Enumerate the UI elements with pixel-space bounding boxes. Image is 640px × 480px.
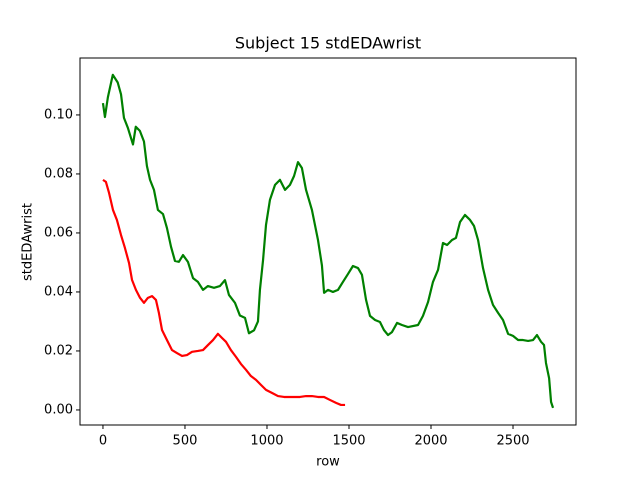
y-tick-label: 0.04 bbox=[44, 284, 73, 299]
x-tick-label: 500 bbox=[173, 434, 198, 449]
line bbox=[101, 73, 555, 409]
y-tick-label: 0.00 bbox=[44, 402, 73, 417]
y-tick-label: 0.02 bbox=[44, 343, 73, 358]
y-tick-label: 0.08 bbox=[44, 166, 73, 181]
x-tick-label: 1000 bbox=[250, 434, 283, 449]
y-tick-label: 0.10 bbox=[44, 107, 73, 122]
plot-frame bbox=[79, 57, 577, 426]
chart-title: Subject 15 stdEDAwrist bbox=[235, 34, 421, 53]
x-tick-label: 2500 bbox=[496, 434, 529, 449]
x-tick-label: 0 bbox=[99, 434, 107, 449]
line bbox=[102, 178, 346, 407]
x-tick-label: 1500 bbox=[332, 434, 365, 449]
y-tick-label: 0.06 bbox=[44, 225, 73, 240]
y-axis-label: stdEDAwrist bbox=[21, 203, 36, 281]
x-axis-label: row bbox=[316, 455, 340, 470]
x-tick-label: 2000 bbox=[414, 434, 447, 449]
